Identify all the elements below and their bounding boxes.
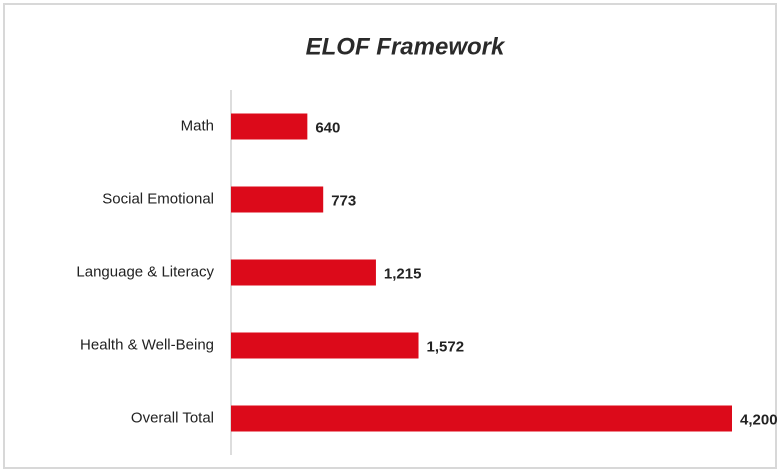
chart-frame bbox=[3, 3, 777, 469]
chart-title: ELOF Framework bbox=[306, 33, 506, 60]
value-label: 773 bbox=[331, 192, 356, 209]
value-label: 640 bbox=[315, 119, 340, 136]
bar bbox=[231, 405, 732, 432]
value-label: 1,215 bbox=[384, 265, 422, 282]
bar bbox=[231, 186, 324, 213]
category-label: Health & Well-Being bbox=[80, 336, 214, 353]
category-label: Language & Literacy bbox=[76, 263, 214, 280]
value-label: 4,200 bbox=[740, 411, 778, 428]
category-label: Social Emotional bbox=[102, 190, 214, 207]
bar bbox=[231, 113, 308, 140]
value-label: 1,572 bbox=[427, 338, 465, 355]
category-label: Math bbox=[181, 117, 214, 134]
bar bbox=[231, 332, 419, 359]
category-label: Overall Total bbox=[131, 409, 214, 426]
bar bbox=[231, 259, 376, 286]
